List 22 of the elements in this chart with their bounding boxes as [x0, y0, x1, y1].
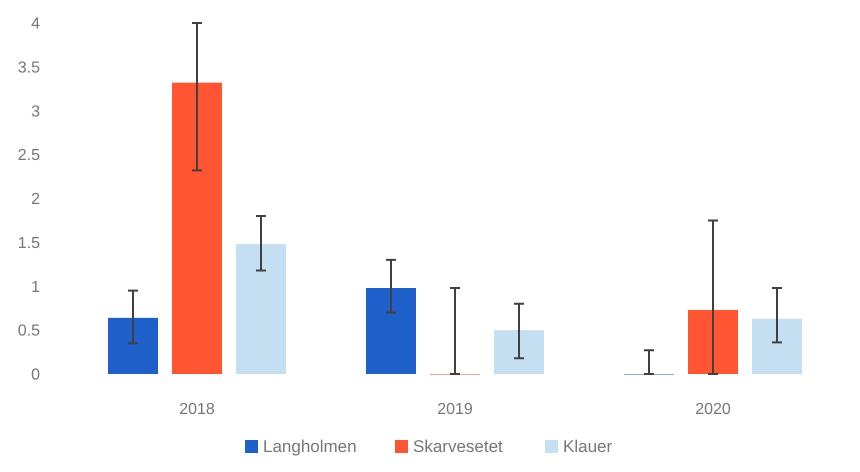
x-tick-label: 2020: [695, 401, 731, 418]
bar: [366, 288, 416, 374]
y-tick-label: 4: [31, 16, 40, 33]
bar: [494, 330, 544, 374]
legend-label: Klauer: [563, 437, 612, 456]
y-tick-label: 1.5: [18, 234, 40, 252]
y-tick-label: 3: [31, 103, 40, 120]
y-tick-label: 3.5: [18, 59, 40, 76]
bar: [172, 82, 222, 374]
bar: [752, 318, 802, 374]
y-tick-label: 2: [31, 191, 40, 208]
bar: [108, 318, 158, 374]
legend-label: Langholmen: [263, 437, 357, 456]
y-tick-label: 1: [31, 278, 40, 296]
x-tick-label: 2018: [179, 401, 215, 418]
legend-label: Skarvesetet: [413, 437, 504, 456]
bar: [688, 310, 738, 374]
x-tick-label: 2019: [437, 401, 473, 418]
y-tick-label: 2.5: [18, 147, 40, 164]
y-tick-label: 0: [31, 366, 40, 384]
bar: [236, 244, 286, 374]
y-tick-label: 0.5: [18, 322, 40, 340]
